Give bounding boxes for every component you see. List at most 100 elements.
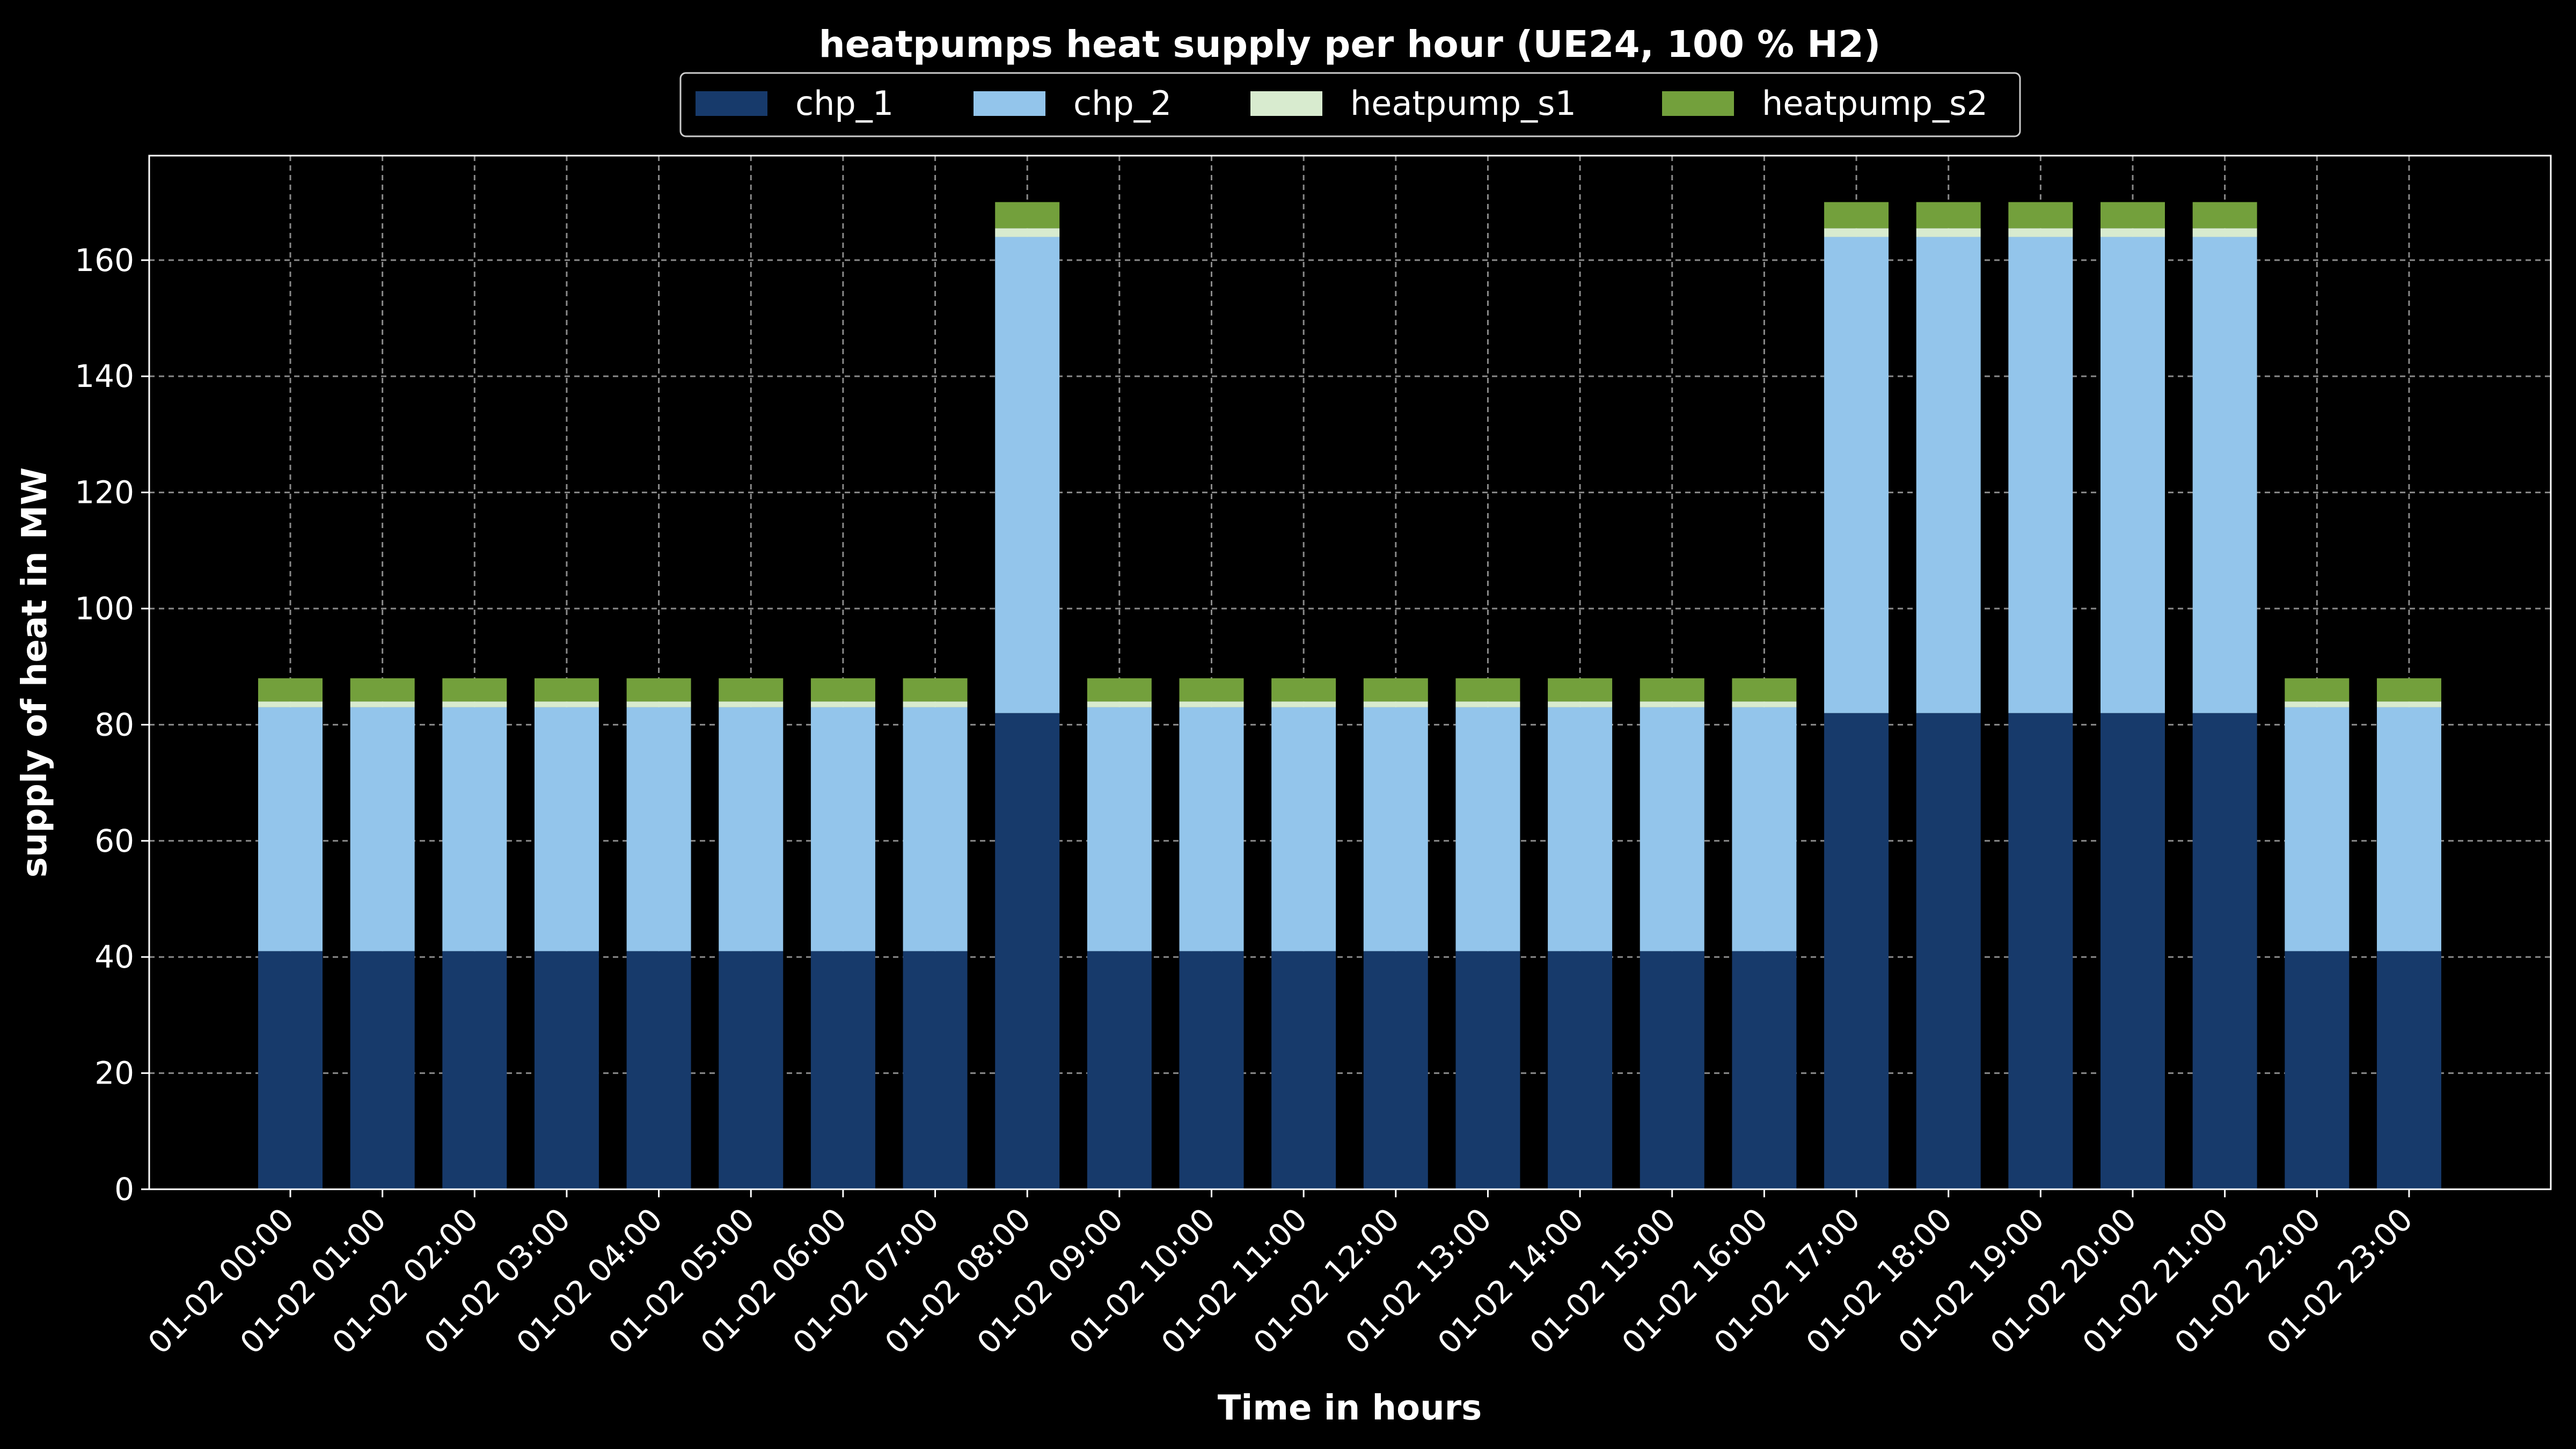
- bar-chp_2: [903, 707, 968, 952]
- bar-heatpump_s2: [2376, 678, 2441, 702]
- bar-chp_2: [1916, 237, 1981, 713]
- bar-chp_2: [1363, 707, 1428, 952]
- legend-swatch-chp_2: [974, 91, 1045, 116]
- bar-chp_1: [2376, 951, 2441, 1189]
- y-tick-label: 100: [75, 590, 134, 627]
- bar-heatpump_s1: [2101, 228, 2165, 237]
- bar-chp_2: [2376, 707, 2441, 952]
- y-tick-label: 80: [94, 706, 134, 743]
- bar-heatpump_s1: [1916, 228, 1981, 237]
- bar-chp_2: [534, 707, 599, 952]
- bar-chp_2: [1271, 707, 1336, 952]
- legend-swatch-heatpump_s1: [1250, 91, 1322, 116]
- bar-chp_1: [258, 951, 323, 1189]
- bar-heatpump_s1: [1363, 701, 1428, 707]
- bar-chp_1: [534, 951, 599, 1189]
- bar-heatpump_s2: [1640, 678, 1704, 702]
- bar-chp_1: [1179, 951, 1244, 1189]
- bar-chp_2: [2008, 237, 2073, 713]
- bar-chp_2: [350, 707, 415, 952]
- bar-heatpump_s2: [1548, 678, 1613, 702]
- bar-chp_2: [810, 707, 875, 952]
- bar-chp_2: [2285, 707, 2350, 952]
- bar-heatpump_s2: [2192, 202, 2257, 229]
- bar-heatpump_s1: [534, 701, 599, 707]
- bar-chp_1: [1916, 713, 1981, 1189]
- bar-chp_1: [1824, 713, 1889, 1189]
- bar-heatpump_s2: [903, 678, 968, 702]
- bar-chp_2: [1087, 707, 1152, 952]
- bar-chp_2: [995, 237, 1060, 713]
- bar-heatpump_s1: [1824, 228, 1889, 237]
- bar-chp_1: [1455, 951, 1520, 1189]
- bar-chp_1: [810, 951, 875, 1189]
- bar-heatpump_s2: [719, 678, 784, 702]
- bar-heatpump_s1: [995, 228, 1060, 237]
- bar-heatpump_s1: [903, 701, 968, 707]
- bar-heatpump_s2: [810, 678, 875, 702]
- bar-heatpump_s1: [1548, 701, 1613, 707]
- bar-heatpump_s1: [2376, 701, 2441, 707]
- bar-chp_2: [1640, 707, 1704, 952]
- bar-chp_1: [2008, 713, 2073, 1189]
- bar-chp_1: [1548, 951, 1613, 1189]
- chart-title: heatpumps heat supply per hour (UE24, 10…: [819, 23, 1881, 66]
- bar-heatpump_s1: [258, 701, 323, 707]
- bar-heatpump_s2: [626, 678, 691, 702]
- bar-chp_1: [2101, 713, 2165, 1189]
- y-tick-label: 20: [94, 1055, 134, 1092]
- y-tick-label: 60: [94, 823, 134, 859]
- bar-heatpump_s2: [350, 678, 415, 702]
- legend-label-heatpump_s1: heatpump_s1: [1350, 84, 1576, 123]
- legend-label-chp_2: chp_2: [1073, 84, 1172, 123]
- legend-label-heatpump_s2: heatpump_s2: [1762, 84, 1988, 123]
- bar-heatpump_s2: [1455, 678, 1520, 702]
- bar-chp_2: [2192, 237, 2257, 713]
- legend-box: [679, 72, 2021, 137]
- bar-heatpump_s1: [1732, 701, 1797, 707]
- bar-heatpump_s2: [1271, 678, 1336, 702]
- bar-heatpump_s2: [995, 202, 1060, 229]
- bar-heatpump_s2: [534, 678, 599, 702]
- y-axis: 0 20 40 60 80 100 120 140 160: [75, 242, 149, 1208]
- y-tick-label: 0: [114, 1171, 134, 1208]
- y-axis-label: supply of heat in MW: [15, 467, 55, 877]
- bar-heatpump_s1: [2192, 228, 2257, 237]
- bar-chp_2: [1548, 707, 1613, 952]
- y-tick-label: 40: [94, 939, 134, 975]
- bar-heatpump_s1: [1271, 701, 1336, 707]
- bar-heatpump_s2: [1087, 678, 1152, 702]
- bar-chp_1: [442, 951, 507, 1189]
- bar-heatpump_s1: [1640, 701, 1704, 707]
- bar-chp_2: [2101, 237, 2165, 713]
- bar-chp_2: [1732, 707, 1797, 952]
- grid: [149, 156, 2551, 1189]
- y-tick-label: 160: [75, 242, 134, 279]
- bar-heatpump_s2: [1732, 678, 1797, 702]
- bar-heatpump_s1: [719, 701, 784, 707]
- bars: [258, 202, 2441, 1189]
- bar-heatpump_s2: [2285, 678, 2350, 702]
- legend-swatch-heatpump_s2: [1662, 91, 1734, 116]
- bar-chp_2: [442, 707, 507, 952]
- bar-heatpump_s2: [1824, 202, 1889, 229]
- y-tick-label: 140: [75, 358, 134, 394]
- bar-heatpump_s1: [2008, 228, 2073, 237]
- plot-frame: [148, 155, 2552, 1190]
- bar-heatpump_s1: [442, 701, 507, 707]
- bar-heatpump_s1: [626, 701, 691, 707]
- bar-chp_2: [719, 707, 784, 952]
- bar-chp_1: [719, 951, 784, 1189]
- bar-heatpump_s2: [1916, 202, 1981, 229]
- bar-heatpump_s1: [2285, 701, 2350, 707]
- bar-chp_1: [1732, 951, 1797, 1189]
- bar-chp_1: [626, 951, 691, 1189]
- bar-chp_1: [995, 713, 1060, 1189]
- bar-chp_1: [1363, 951, 1428, 1189]
- bar-heatpump_s1: [810, 701, 875, 707]
- bar-chp_1: [350, 951, 415, 1189]
- bar-chp_2: [1179, 707, 1244, 952]
- bar-heatpump_s2: [442, 678, 507, 702]
